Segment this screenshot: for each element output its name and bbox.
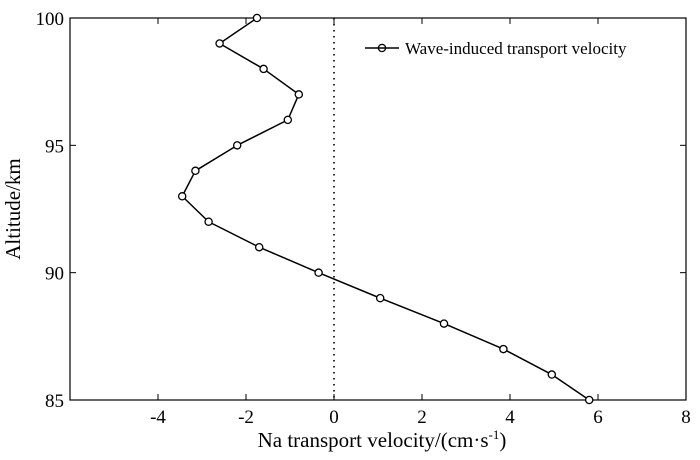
data-point [177, 192, 187, 201]
y-tick-label: 90 [45, 264, 64, 285]
series-group [177, 13, 594, 405]
x-tick-label: -2 [238, 407, 254, 428]
data-point [259, 64, 268, 74]
x-tick-label: 4 [505, 407, 515, 428]
data-point [584, 395, 594, 405]
legend-marker [377, 43, 387, 53]
data-point [191, 166, 200, 176]
x-axis-title-superscript: -1 [489, 427, 500, 442]
x-axis-title-main: Na transport velocity/(cm·s [258, 428, 489, 452]
data-point [375, 293, 385, 303]
y-tick-label: 85 [45, 391, 64, 412]
y-tick-label: 100 [36, 9, 65, 30]
data-point [499, 344, 508, 354]
x-tick-label: 2 [417, 407, 427, 428]
data-point [283, 115, 293, 125]
data-point [439, 319, 449, 328]
legend: Wave-induced transport velocity [365, 39, 627, 58]
data-point [314, 268, 323, 277]
legend-label: Wave-induced transport velocity [405, 39, 627, 58]
axis-ticks [70, 17, 687, 401]
series-line [181, 17, 590, 401]
data-point [294, 90, 304, 99]
x-axis-title: Na transport velocity/(cm·s-1) [258, 427, 507, 452]
data-point [254, 242, 264, 252]
data-point [232, 141, 242, 150]
data-point [252, 13, 262, 23]
y-axis-title: Altitude/km [1, 158, 25, 260]
data-point [215, 39, 224, 48]
x-tick-label: -4 [150, 407, 166, 428]
x-tick-label: 0 [329, 407, 339, 428]
x-tick-label: 8 [681, 407, 691, 428]
data-point [547, 370, 557, 379]
plot-frame [69, 17, 687, 401]
data-point [204, 217, 213, 226]
y-tick-label: 95 [45, 136, 64, 157]
x-axis-title-suffix: ) [499, 428, 506, 452]
x-tick-label: 6 [593, 407, 603, 428]
tick-labels: -4 -2 0 2 4 6 8 85 90 95 100 [36, 9, 691, 428]
